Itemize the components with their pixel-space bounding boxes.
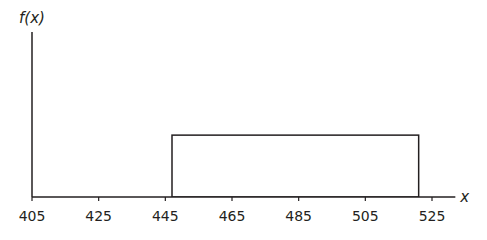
chart: 405 425 445 465 485 505 525 f(x) x — [0, 0, 487, 240]
x-axis — [32, 196, 455, 198]
x-tick — [165, 197, 166, 201]
x-tick — [431, 197, 432, 201]
x-tick — [365, 197, 366, 201]
plot-area — [172, 135, 419, 197]
y-axis — [31, 32, 33, 197]
density-bar — [172, 135, 419, 197]
x-tick-label: 445 — [152, 208, 179, 224]
x-tick — [98, 197, 99, 201]
x-tick — [298, 197, 299, 201]
x-tick-label: 425 — [85, 208, 112, 224]
x-tick-label: 405 — [19, 208, 46, 224]
x-tick-label: 485 — [285, 208, 312, 224]
x-tick-label: 525 — [419, 208, 446, 224]
x-tick — [31, 197, 32, 201]
x-tick — [231, 197, 232, 201]
x-tick-label: 505 — [352, 208, 379, 224]
x-axis-label: x — [459, 188, 469, 206]
x-tick-label: 465 — [219, 208, 246, 224]
y-axis-label: f(x) — [19, 9, 45, 27]
